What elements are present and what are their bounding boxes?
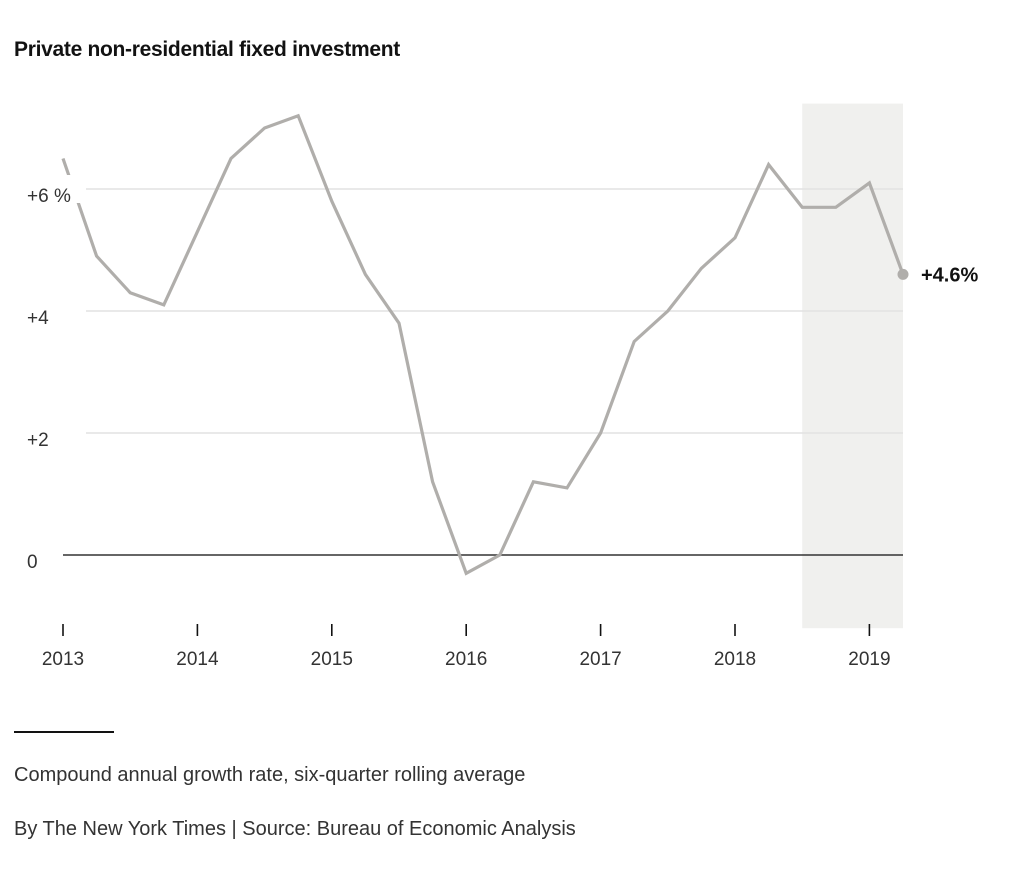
chart-note: Compound annual growth rate, six-quarter… [14, 764, 526, 786]
x-tick-label: 2017 [579, 649, 621, 670]
footer-divider [14, 731, 114, 733]
end-point-layer: +4.6% [897, 264, 978, 286]
y-tick-label: +2 [27, 430, 49, 451]
label-knockout [60, 175, 82, 203]
series-line [61, 113, 905, 576]
x-tick-label: 2014 [176, 649, 219, 670]
x-tick-label: 2013 [42, 649, 84, 670]
x-tick-label: 2018 [714, 649, 756, 670]
series-layer [60, 113, 905, 576]
y-tick-label: +6 % [27, 186, 71, 207]
chart-credit: By The New York Times | Source: Bureau o… [14, 818, 576, 840]
end-value-label: +4.6% [921, 264, 978, 286]
x-tick-label: 2019 [848, 649, 890, 670]
x-tick-label: 2015 [311, 649, 353, 670]
y-tick-label: 0 [27, 552, 38, 573]
shaded-region-layer [802, 103, 903, 629]
y-tick-label: +4 [27, 308, 49, 329]
chart-title: Private non-residential fixed investment [14, 38, 400, 61]
end-point [897, 268, 909, 280]
x-axis-layer: 2013 2014 2015 2016 2017 2018 2019 [42, 624, 891, 670]
x-tick-label: 2016 [445, 649, 487, 670]
shaded-region [802, 103, 903, 629]
gridlines-layer [63, 188, 903, 556]
line-chart: 2013 2014 2015 2016 2017 2018 2019 +4.6% +6 %+… [27, 103, 978, 670]
y-tick-labels-layer: +6 % +4 +2 0 [27, 186, 71, 573]
